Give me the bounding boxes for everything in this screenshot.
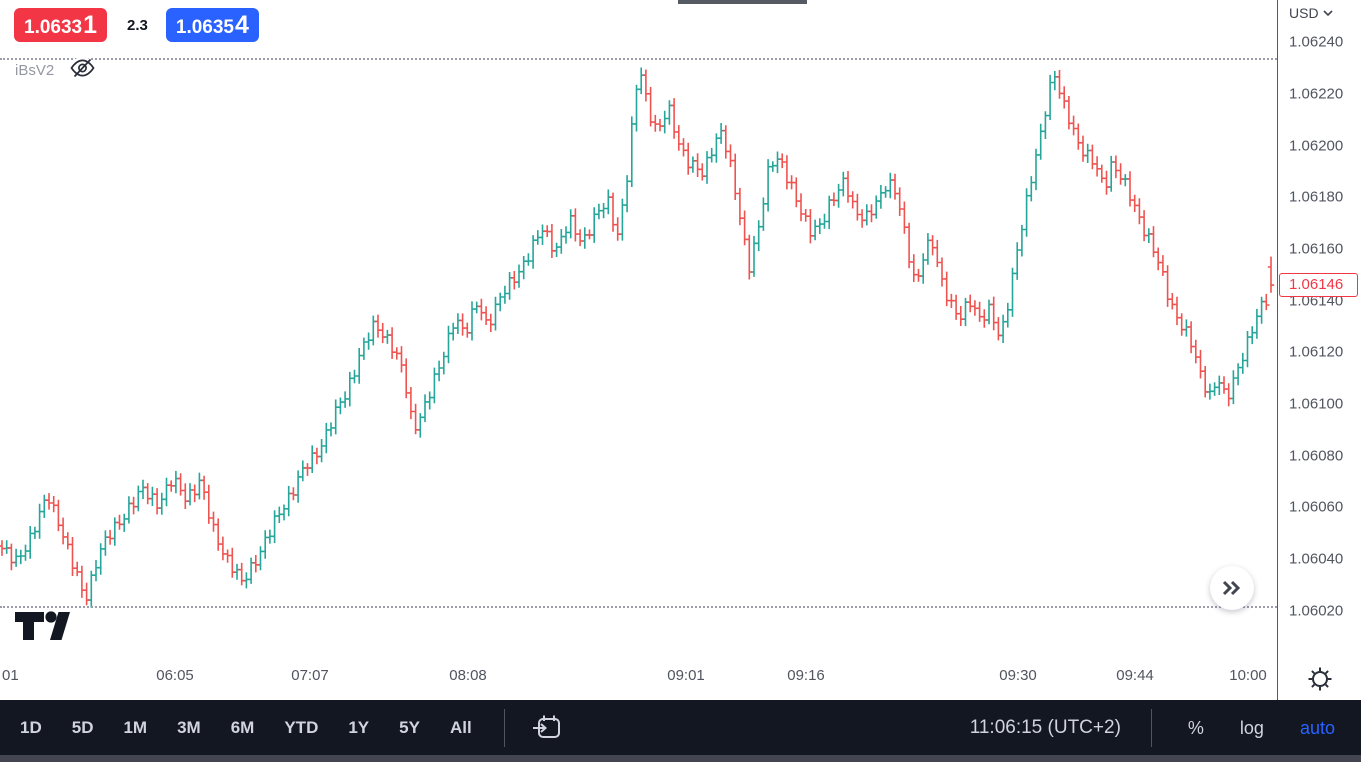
- range-tab-3m[interactable]: 3M: [177, 718, 201, 737]
- price-axis-label: 1.06080: [1289, 447, 1344, 465]
- auto-scale-button[interactable]: auto: [1299, 717, 1335, 738]
- range-tab-1m[interactable]: 1M: [123, 718, 148, 737]
- ohlc-bars-down: [0, 69, 1275, 606]
- session-low-line: [0, 605, 1277, 608]
- time-label: 01: [2, 667, 19, 684]
- percent-scale-button[interactable]: %: [1187, 717, 1204, 738]
- time-label: 06:05: [156, 667, 194, 684]
- gear-icon: [1308, 667, 1331, 691]
- ask-price-badge[interactable]: 1.0635 4: [165, 8, 259, 42]
- bid-price: 1.0633: [24, 17, 83, 38]
- range-tab-5d[interactable]: 5D: [71, 718, 94, 737]
- time-label: 08:08: [449, 667, 487, 684]
- window-drag-handle[interactable]: [678, 0, 807, 4]
- goto-date-button[interactable]: [531, 711, 565, 745]
- time-label: 09:01: [667, 667, 705, 684]
- range-tab-1y[interactable]: 1Y: [348, 718, 370, 737]
- double-chevron-right-icon: [1222, 580, 1241, 596]
- range-tab-ytd[interactable]: YTD: [284, 718, 319, 737]
- indicator-label: iBsV2: [12, 62, 58, 79]
- time-label: 07:07: [291, 667, 329, 684]
- price-axis[interactable]: USD 1.06240 1.06220 1.06200 1.06180 1.06160 1…: [1277, 0, 1361, 658]
- log-scale-button[interactable]: log: [1239, 717, 1264, 738]
- time-label: 09:44: [1116, 667, 1154, 684]
- range-tab-5y[interactable]: 5Y: [399, 718, 420, 737]
- price-axis-label: 1.06180: [1289, 188, 1344, 206]
- price-axis-label: 1.06060: [1289, 498, 1344, 516]
- toolbar-separator: [1150, 709, 1152, 747]
- ohlc-bars-up: [3, 67, 1265, 608]
- bid-price-badge[interactable]: 1.0633 1: [14, 8, 108, 42]
- range-tab-6m[interactable]: 6M: [230, 718, 255, 737]
- currency-label: USD: [1289, 5, 1319, 21]
- time-label: 10:00: [1229, 667, 1267, 684]
- price-axis-label: 1.06160: [1289, 240, 1344, 258]
- session-high-line: [0, 57, 1277, 60]
- eye-off-icon[interactable]: [69, 57, 97, 84]
- toolbar-right-group: 11:06:15 (UTC+2) % log auto: [970, 709, 1335, 747]
- time-axis-settings-button[interactable]: [1277, 658, 1361, 700]
- price-axis-label: 1.06120: [1289, 343, 1344, 361]
- bid-last-digit: 1: [83, 11, 98, 39]
- bottom-toolbar: 1D 5D 1M 3M 6M YTD 1Y 5Y All 11:06:15 (UTC+2) % …: [0, 700, 1361, 762]
- range-tab-1d[interactable]: 1D: [20, 718, 42, 737]
- tradingview-logo[interactable]: [15, 611, 71, 646]
- price-axis-label: 1.06200: [1289, 137, 1344, 154]
- spread-label: 2.3: [127, 16, 148, 34]
- scroll-to-recent-button[interactable]: [1210, 566, 1254, 610]
- price-axis-label: 1.06100: [1289, 395, 1344, 413]
- toolbar-separator: [503, 709, 505, 747]
- price-axis-label: 1.06040: [1289, 550, 1344, 568]
- price-axis-label: 1.06240: [1289, 33, 1344, 51]
- toolbar-bottom-strip: [0, 755, 1361, 762]
- price-axis-label: 1.06020: [1289, 602, 1344, 620]
- ohlc-bars: [0, 67, 1275, 608]
- range-tab-all[interactable]: All: [449, 718, 472, 737]
- chart-canvas[interactable]: 1.0633 1 2.3 1.0635 4 iBsV2: [0, 0, 1277, 658]
- bid-ask-legend: 1.0633 1 2.3 1.0635 4: [14, 8, 259, 42]
- time-label: 09:30: [999, 667, 1037, 684]
- date-range-tabs: 1D 5D 1M 3M 6M YTD 1Y 5Y All: [20, 712, 502, 744]
- clock-label[interactable]: 11:06:15 (UTC+2): [969, 717, 1121, 738]
- chevron-down-icon: [1322, 10, 1333, 16]
- time-label: 09:16: [787, 667, 825, 684]
- ask-price: 1.0635: [175, 17, 235, 38]
- indicator-legend: iBsV2: [12, 57, 97, 84]
- price-axis-label: 1.06220: [1289, 85, 1344, 103]
- time-axis[interactable]: 01 06:05 07:07 08:08 09:01 09:16 09:30 09:44 10:…: [0, 658, 1277, 700]
- ask-last-digit: 4: [235, 11, 249, 39]
- calendar-arrow-icon: [532, 715, 560, 738]
- currency-selector[interactable]: USD: [1289, 5, 1333, 21]
- last-price-label: 1.06146: [1279, 273, 1358, 298]
